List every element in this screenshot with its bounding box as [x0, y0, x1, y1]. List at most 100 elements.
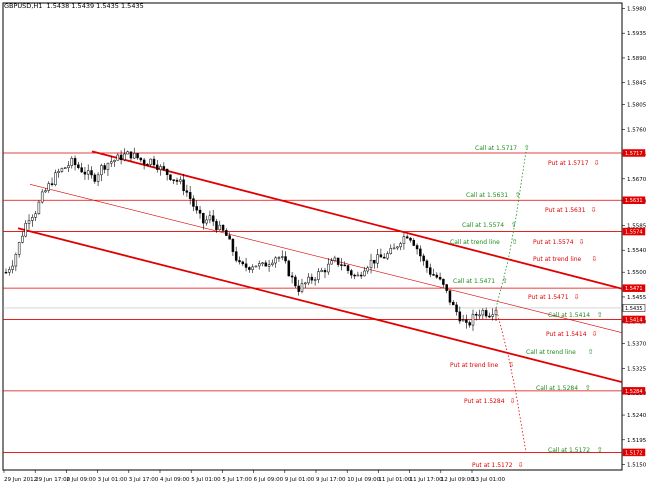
candle	[448, 290, 452, 306]
candle	[284, 251, 287, 264]
candle	[382, 253, 386, 259]
candle-body	[238, 260, 241, 263]
candle-body	[67, 165, 70, 168]
candle-body	[422, 255, 425, 262]
candle-body	[415, 245, 419, 250]
candle-body	[442, 278, 445, 285]
arrow-up-icon: ⇧	[585, 384, 591, 392]
candle-body	[113, 160, 116, 162]
candle-body	[313, 279, 317, 281]
candle	[261, 262, 264, 267]
candle	[277, 256, 281, 262]
candle-body	[126, 151, 129, 155]
candle	[24, 220, 27, 238]
call-annotation: Call at 1.5414	[548, 312, 590, 319]
arrow-up-icon: ⇧	[597, 446, 603, 454]
candle-body	[458, 311, 462, 322]
candle	[445, 284, 448, 294]
candle-body	[386, 253, 389, 259]
candle	[159, 164, 162, 176]
call-annotation: Call at trend line	[450, 239, 500, 246]
candle-body	[70, 158, 74, 166]
candle	[11, 260, 14, 274]
arrow-up-icon: ⇧	[502, 277, 508, 285]
candle-body	[80, 167, 83, 173]
candle	[438, 272, 442, 281]
candle-body	[396, 246, 399, 249]
horizontal-levels	[3, 152, 622, 453]
candle	[333, 255, 337, 263]
arrow-down-icon: ⇩	[591, 255, 597, 263]
candle-body	[435, 274, 439, 278]
price-badge-box	[622, 304, 646, 312]
candle-body	[468, 322, 471, 326]
candle	[215, 218, 218, 233]
x-tick-label: 3 Jul 17:00	[129, 477, 159, 483]
y-tick-label: 1.5455	[627, 295, 646, 301]
candle	[47, 181, 51, 193]
candle-body	[149, 158, 152, 165]
candle	[353, 273, 356, 280]
candle-body	[399, 243, 402, 248]
candle	[280, 250, 284, 261]
candle-body	[179, 179, 182, 182]
candle-body	[188, 192, 192, 199]
candle	[369, 253, 373, 274]
candle	[40, 188, 44, 204]
candle-body	[402, 236, 406, 244]
candle-body	[175, 179, 179, 182]
candle-body	[225, 230, 228, 236]
candle-body	[133, 152, 136, 159]
candle-body	[129, 151, 133, 159]
candle	[54, 169, 57, 187]
candle-body	[8, 269, 11, 273]
candle	[188, 185, 192, 205]
candle-body	[11, 265, 14, 270]
candle	[373, 259, 376, 269]
candle	[343, 261, 346, 267]
candle	[228, 232, 231, 240]
candle-body	[409, 237, 412, 241]
y-tick-label: 1.5980	[627, 6, 646, 12]
candle-body	[333, 257, 337, 261]
candle	[172, 179, 175, 185]
y-tick-label: 1.5325	[627, 366, 646, 372]
candle	[80, 162, 83, 173]
candle-body	[405, 236, 409, 239]
candle	[37, 200, 41, 215]
candle-body	[438, 276, 442, 280]
plot-frame	[2, 2, 623, 471]
price-badge-box	[622, 448, 646, 457]
y-tick-label: 1.5845	[627, 81, 646, 87]
symbol-name: GBPUSD,H1	[4, 2, 43, 10]
candle-body	[27, 220, 31, 224]
y-tick-label: 1.5670	[627, 177, 646, 183]
candle	[60, 167, 64, 173]
candle	[346, 264, 350, 274]
candle	[419, 245, 422, 262]
candle	[169, 174, 172, 181]
arrow-up-icon: ⇧	[512, 238, 518, 246]
candle	[77, 161, 80, 170]
candle-body	[448, 290, 452, 303]
candle-body	[294, 276, 297, 287]
candle	[133, 147, 136, 160]
candle-body	[37, 201, 41, 214]
candle-body	[17, 242, 21, 255]
candle	[366, 265, 369, 274]
candle-body	[60, 168, 64, 172]
candle	[317, 268, 320, 284]
candle-body	[63, 167, 67, 169]
candle-body	[116, 154, 120, 161]
candle-body	[461, 319, 465, 322]
candle	[264, 260, 268, 267]
x-tick-label: 9 Jul 17:00	[316, 477, 346, 483]
channel-line-lower	[17, 227, 623, 383]
y-tick-label: 1.5195	[627, 438, 646, 444]
candle-body	[100, 165, 103, 176]
candle	[402, 233, 406, 250]
candle	[294, 274, 297, 289]
candle-body	[264, 262, 268, 267]
